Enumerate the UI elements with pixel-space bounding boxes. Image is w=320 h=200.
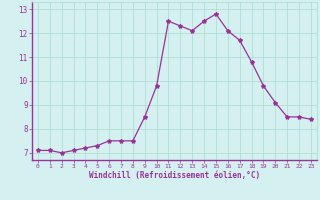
X-axis label: Windchill (Refroidissement éolien,°C): Windchill (Refroidissement éolien,°C) <box>89 171 260 180</box>
